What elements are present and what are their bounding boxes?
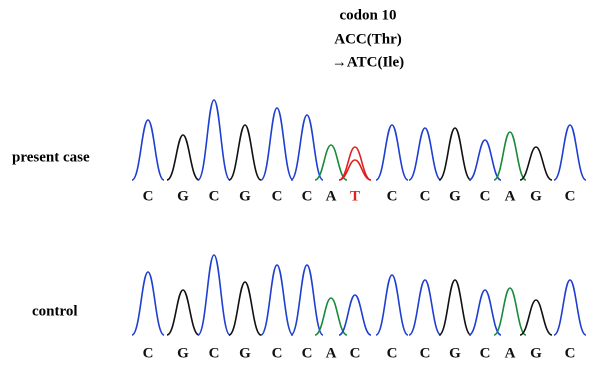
peak <box>494 288 526 335</box>
annotation-line: →ATC(Ile) <box>332 54 404 70</box>
base-call: G <box>530 345 542 361</box>
base-call: C <box>387 188 398 204</box>
row-label: control <box>32 303 78 319</box>
peak <box>520 147 552 180</box>
peak <box>409 128 441 180</box>
base-call: G <box>177 345 189 361</box>
peak <box>261 265 293 335</box>
base-call: C <box>209 345 220 361</box>
annotation: codon 10 ACC(Thr) →ATC(Ile) <box>332 7 404 70</box>
annotation-line: ACC(Thr) <box>334 31 402 47</box>
base-call: G <box>449 345 461 361</box>
peak <box>339 295 371 335</box>
peak <box>291 265 323 335</box>
peak <box>439 280 471 335</box>
base-call: G <box>177 188 189 204</box>
peak <box>261 108 293 180</box>
peak <box>229 282 261 335</box>
peak <box>439 128 471 180</box>
peak <box>494 132 526 180</box>
base-call: C <box>143 188 154 204</box>
base-call: G <box>239 188 251 204</box>
peak <box>291 115 323 180</box>
peak <box>167 290 199 335</box>
peak <box>376 125 408 180</box>
peak <box>376 275 408 335</box>
base-call: C <box>350 345 361 361</box>
peak <box>339 147 371 180</box>
base-call: A <box>326 188 337 204</box>
base-call: C <box>565 345 576 361</box>
peak <box>315 145 347 180</box>
chromatogram-figure: codon 10 ACC(Thr) →ATC(Ile) present case… <box>0 0 590 369</box>
base-call: C <box>143 345 154 361</box>
peak <box>198 255 230 335</box>
base-call: C <box>565 188 576 204</box>
peak <box>167 135 199 180</box>
peak <box>469 140 501 180</box>
annotation-line: codon 10 <box>339 7 396 23</box>
base-call: T <box>350 188 360 204</box>
base-call: A <box>505 188 516 204</box>
base-call: G <box>239 345 251 361</box>
peak <box>520 300 552 335</box>
peak <box>554 125 586 180</box>
base-call: G <box>449 188 461 204</box>
base-call: C <box>209 188 220 204</box>
row-label: present case <box>12 149 90 165</box>
peak <box>315 298 347 335</box>
trace <box>132 100 586 335</box>
base-call: C <box>420 345 431 361</box>
peak <box>132 120 164 180</box>
peak <box>132 272 164 335</box>
peak <box>229 125 261 180</box>
peak <box>409 280 441 335</box>
base-call: C <box>387 345 398 361</box>
base-call: G <box>530 188 542 204</box>
peak <box>198 100 230 180</box>
base-call: C <box>480 188 491 204</box>
base-call: C <box>480 345 491 361</box>
base-call: A <box>505 345 516 361</box>
base-call: C <box>302 188 313 204</box>
base-call: C <box>302 345 313 361</box>
base-call: C <box>272 188 283 204</box>
peak <box>469 290 501 335</box>
base-call: C <box>420 188 431 204</box>
base-call: A <box>326 345 337 361</box>
peak <box>554 280 586 335</box>
base-call: C <box>272 345 283 361</box>
